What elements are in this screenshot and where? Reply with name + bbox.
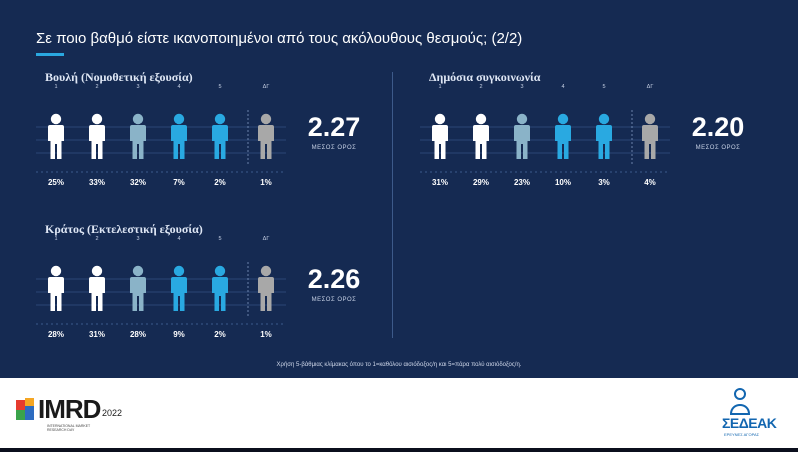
scale-label: 4 xyxy=(177,236,180,242)
value-label: 29% xyxy=(473,178,489,187)
scale-label: 3 xyxy=(136,84,139,90)
person-icon xyxy=(48,265,64,311)
mean-value: 2.27 xyxy=(307,112,361,142)
person-icon xyxy=(473,113,489,159)
person-icon xyxy=(596,113,612,159)
grid-lines xyxy=(420,126,670,154)
value-label: 23% xyxy=(514,178,530,187)
scale-label: 2 xyxy=(479,84,482,90)
mean-label: ΜΕΣΟΣ ΟΡΟΣ xyxy=(311,297,357,303)
person-icon xyxy=(48,113,64,159)
panel-title: Βουλή (Νομοθετική εξουσία) xyxy=(45,70,193,84)
person-icon xyxy=(171,113,187,159)
scale-label: 5 xyxy=(218,84,221,90)
person-icon xyxy=(171,265,187,311)
person-icon xyxy=(514,113,530,159)
panel-vouli: Βουλή (Νομοθετική εξουσία) 1 25% 2 33% 3 32% 4… xyxy=(34,70,364,188)
slide: Σε ποιο βαθμό είστε ικανοποιημένοι από τ… xyxy=(0,0,798,378)
sedeak-subtitle: ΕΡΕΥΝΕΣ ΑΓΟΡΑΣ xyxy=(724,432,760,437)
value-label: 2% xyxy=(214,330,226,339)
value-label: 4% xyxy=(644,178,656,187)
sedeak-wordmark: ΣΕΔΕΑΚ xyxy=(722,415,777,431)
page-title: Σε ποιο βαθμό είστε ικανοποιημένοι από τ… xyxy=(36,30,523,47)
person-icon xyxy=(642,113,658,159)
person-icon xyxy=(258,113,274,159)
panel-divider xyxy=(392,72,393,338)
grid-lines xyxy=(36,126,286,154)
value-label: 3% xyxy=(598,178,610,187)
mean-label: ΜΕΣΟΣ ΟΡΟΣ xyxy=(695,145,741,151)
scale-label: 2 xyxy=(95,84,98,90)
value-label: 9% xyxy=(173,330,185,339)
value-label: 7% xyxy=(173,178,185,187)
scale-label: ΔΓ xyxy=(263,84,270,90)
mean-label: ΜΕΣΟΣ ΟΡΟΣ xyxy=(311,145,357,151)
person-icon xyxy=(130,265,146,311)
value-label: 32% xyxy=(130,178,146,187)
panel-title: Κράτος (Εκτελεστική εξουσία) xyxy=(45,222,203,236)
pictogram-chart: 1 25% 2 33% 3 32% 4 7% 5 2% ΔΓ 1% xyxy=(36,84,286,187)
footer-strip xyxy=(0,448,798,452)
scale-label: 4 xyxy=(177,84,180,90)
person-icon xyxy=(89,113,105,159)
person-icon xyxy=(130,113,146,159)
scale-label: 5 xyxy=(218,236,221,242)
scale-label: 3 xyxy=(136,236,139,242)
mean-value: 2.20 xyxy=(691,112,745,142)
value-label: 31% xyxy=(89,330,105,339)
footnote: Χρήση 5-βάθμιας κλίμακας όπου το 1=καθόλ… xyxy=(276,362,522,368)
value-label: 33% xyxy=(89,178,105,187)
scale-label: ΔΓ xyxy=(647,84,654,90)
imrd-subtitle: INTERNATIONAL MARKET RESEARCH DAY xyxy=(47,424,91,432)
scale-label: 5 xyxy=(602,84,605,90)
value-label: 25% xyxy=(48,178,64,187)
value-label: 1% xyxy=(260,330,272,339)
person-icon xyxy=(258,265,274,311)
person-icon xyxy=(555,113,571,159)
scale-label: 3 xyxy=(520,84,523,90)
scale-label: 1 xyxy=(438,84,441,90)
mean-value: 2.26 xyxy=(307,264,361,294)
value-label: 28% xyxy=(130,330,146,339)
value-label: 28% xyxy=(48,330,64,339)
panel-title: Δημόσια συγκοινωνία xyxy=(429,70,541,84)
value-label: 10% xyxy=(555,178,571,187)
sedeak-logo: ΣΕΔΕΑΚ ΕΡΕΥΝΕΣ ΑΓΟΡΑΣ xyxy=(718,384,778,442)
scale-label: 2 xyxy=(95,236,98,242)
imrd-year: 2022 xyxy=(102,408,123,418)
panel-dimosia-sygkoinonia: Δημόσια συγκοινωνία 1 31% 2 29% 3 23% 4 10% 5 3% Δ… xyxy=(418,70,748,188)
panel-kratos: Κράτος (Εκτελεστική εξουσία) 1 28% 2 31% 3 28… xyxy=(34,222,364,340)
value-label: 31% xyxy=(432,178,448,187)
pictogram-chart: 1 31% 2 29% 3 23% 4 10% 5 3% ΔΓ 4% xyxy=(420,84,670,187)
scale-label: 1 xyxy=(54,84,57,90)
person-icon xyxy=(212,265,228,311)
pictogram-chart: 1 28% 2 31% 3 28% 4 9% 5 2% ΔΓ 1% xyxy=(36,236,286,339)
scale-label: ΔΓ xyxy=(263,236,270,242)
grid-lines xyxy=(36,278,286,306)
imrd-logo: IMRD 2022 INTERNATIONAL MARKET RESEARCH … xyxy=(16,394,136,436)
imrd-wordmark: IMRD xyxy=(38,394,101,424)
person-icon xyxy=(89,265,105,311)
person-icon xyxy=(212,113,228,159)
scale-label: 1 xyxy=(54,236,57,242)
title-underline xyxy=(36,53,64,56)
footer: IMRD 2022 INTERNATIONAL MARKET RESEARCH … xyxy=(0,378,798,448)
value-label: 1% xyxy=(260,178,272,187)
sedeak-mark-icon xyxy=(729,388,751,415)
imrd-mark-icon xyxy=(16,398,34,420)
value-label: 2% xyxy=(214,178,226,187)
scale-label: 4 xyxy=(561,84,564,90)
person-icon xyxy=(432,113,448,159)
